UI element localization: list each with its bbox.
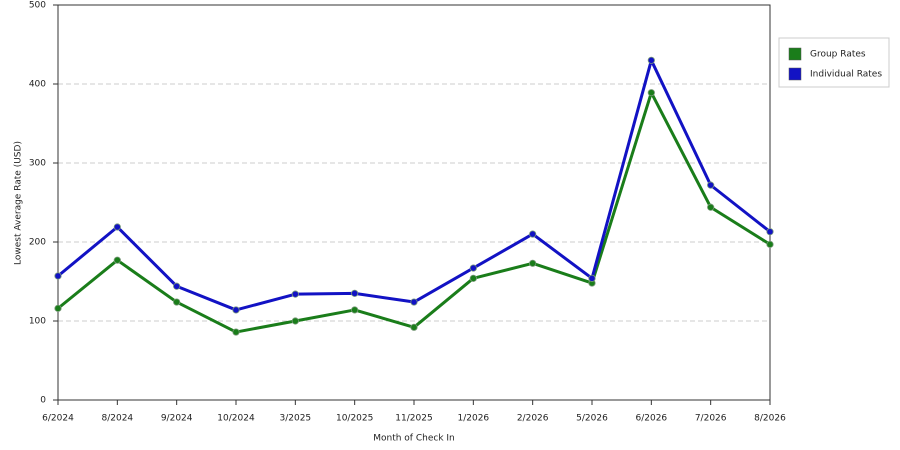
x-tick-label: 9/2024 <box>161 414 193 424</box>
legend-swatch <box>788 47 802 61</box>
x-tick-label: 5/2026 <box>576 414 608 424</box>
x-axis-label: Month of Check In <box>373 434 455 444</box>
legend-swatch <box>788 67 802 81</box>
data-point <box>113 256 121 264</box>
data-point <box>647 56 655 64</box>
x-tick-label: 11/2025 <box>395 414 432 424</box>
x-tick-label: 3/2025 <box>279 414 311 424</box>
data-point <box>707 181 715 189</box>
data-point <box>173 298 181 306</box>
data-point <box>766 228 774 236</box>
data-point <box>410 323 418 331</box>
data-point <box>232 306 240 314</box>
data-point <box>766 240 774 248</box>
y-tick-label: 200 <box>29 238 46 248</box>
data-point <box>469 274 477 282</box>
x-tick-label: 6/2026 <box>635 414 667 424</box>
x-tick-label: 6/2024 <box>42 414 74 424</box>
plot-frame <box>57 4 771 401</box>
data-point <box>351 289 359 297</box>
data-point <box>54 272 62 280</box>
series-line <box>57 58 771 312</box>
x-tick-label: 8/2026 <box>754 414 786 424</box>
y-tick-label: 500 <box>29 1 46 11</box>
y-tick-label: 400 <box>29 80 46 90</box>
data-point <box>410 298 418 306</box>
data-point <box>232 328 240 336</box>
data-point <box>647 89 655 97</box>
data-point <box>291 290 299 298</box>
x-tick-label: 10/2025 <box>336 414 373 424</box>
data-point <box>173 282 181 290</box>
y-axis-label: Lowest Average Rate (USD) <box>14 141 24 265</box>
data-point <box>54 304 62 312</box>
data-point <box>113 223 121 231</box>
legend-label: Group Rates <box>810 50 866 60</box>
data-point <box>529 230 537 238</box>
y-tick-label: 300 <box>29 159 46 169</box>
data-point <box>588 274 596 282</box>
data-point <box>529 259 537 267</box>
x-tick-label: 10/2024 <box>217 414 255 424</box>
x-tick-label: 7/2026 <box>695 414 727 424</box>
data-point <box>707 203 715 211</box>
data-point <box>469 264 477 272</box>
data-point <box>291 317 299 325</box>
x-tick-label: 2/2026 <box>517 414 549 424</box>
y-tick-label: 0 <box>40 396 46 406</box>
x-tick-label: 8/2024 <box>101 414 133 424</box>
x-tick-label: 1/2026 <box>457 414 489 424</box>
legend-label: Individual Rates <box>810 70 882 80</box>
series-line <box>57 91 771 334</box>
y-tick-label: 100 <box>29 317 46 327</box>
data-point <box>351 306 359 314</box>
